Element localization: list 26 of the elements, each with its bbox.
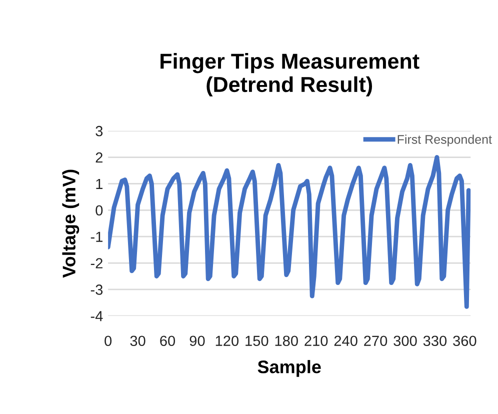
x-tick-label: 120 [216, 336, 239, 346]
y-tick-label: -2 [90, 258, 102, 268]
line-series [108, 155, 471, 309]
y-tick-label: 1 [96, 178, 102, 189]
y-tick-label: 3 [96, 126, 103, 136]
x-tick-label: 60 [160, 336, 176, 346]
chart-title: Finger Tips Measurement (Detrend Result) [160, 53, 420, 96]
x-tick-label: 180 [275, 336, 298, 346]
x-tick-label: 150 [246, 336, 268, 346]
x-tick-label: 0 [104, 336, 112, 346]
x-tick-label: 300 [394, 336, 417, 346]
x-axis-title: Sample [258, 360, 321, 377]
y-tick-label: -4 [90, 311, 103, 322]
y-tick-label: 0 [96, 205, 103, 216]
y-tick-label: -3 [90, 284, 103, 295]
x-tick-label: 90 [190, 336, 205, 346]
legend-label: First Respondent [398, 134, 492, 146]
x-tick-label: 210 [304, 336, 328, 346]
y-tick-label: 2 [96, 152, 102, 163]
x-tick-label: 30 [130, 336, 146, 346]
x-tick-label: 330 [423, 336, 447, 346]
x-tick-label: 360 [453, 336, 476, 346]
x-tick-label: 270 [364, 336, 388, 346]
x-tick-label: 240 [334, 336, 358, 346]
y-axis-title: Voltage (mV) [62, 170, 80, 278]
y-tick-label: -1 [90, 232, 102, 242]
